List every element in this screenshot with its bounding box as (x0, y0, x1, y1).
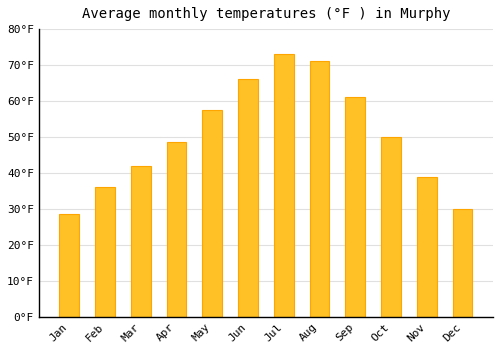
Bar (274, 54, 293, 317)
Bar (95, 187, 115, 317)
Bar (310, 62, 330, 317)
Bar (202, 110, 222, 317)
Bar (346, 97, 365, 317)
Title: Average monthly temperatures (°F ) in Murphy: Average monthly temperatures (°F ) in Mu… (82, 7, 450, 21)
Bar (238, 79, 258, 317)
Bar (381, 137, 401, 317)
Bar (60, 214, 79, 317)
Bar (166, 142, 186, 317)
Bar (452, 209, 472, 317)
Bar (417, 176, 436, 317)
Bar (131, 166, 150, 317)
